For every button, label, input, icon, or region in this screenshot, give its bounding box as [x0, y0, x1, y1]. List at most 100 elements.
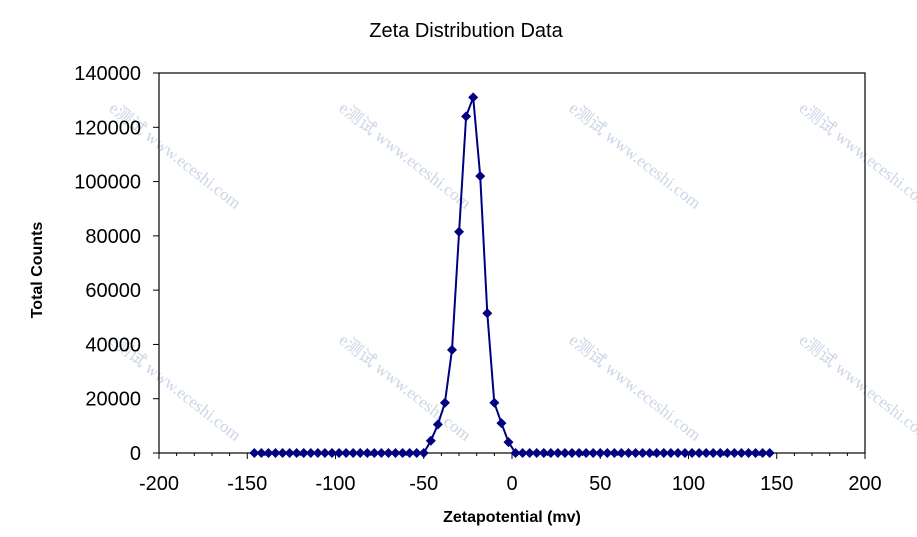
data-point: [432, 419, 443, 430]
y-tick-label: 60000: [85, 280, 141, 302]
data-point: [446, 344, 457, 355]
data-point: [602, 448, 613, 458]
data-point: [552, 448, 563, 458]
data-point: [531, 448, 542, 458]
data-point: [545, 448, 556, 458]
y-axis: 0 20000 40000 60000 80000 100000 120000 140000: [74, 63, 159, 465]
data-point: [524, 448, 535, 458]
x-tick-label: -100: [315, 473, 355, 495]
x-axis: -200 -150 -100 -50 0 50 100 150 200: [139, 453, 882, 495]
data-point: [764, 448, 775, 458]
y-axis-title: Total Counts: [29, 222, 46, 319]
x-tick-label: 0: [506, 473, 517, 495]
data-point: [439, 397, 450, 408]
data-point: [362, 448, 373, 458]
watermark-text: e测试 www.eceshi.com: [796, 330, 917, 445]
data-point: [383, 448, 394, 458]
data-point: [665, 448, 676, 458]
data-point: [623, 448, 634, 458]
series-line: [254, 97, 770, 454]
data-point: [277, 448, 288, 458]
data-point: [397, 448, 408, 458]
data-point: [468, 92, 479, 103]
x-axis-title: Zetapotential (mv): [443, 509, 581, 526]
data-point: [312, 448, 323, 458]
watermark-text: e测试 www.eceshi.com: [106, 98, 245, 213]
data-point: [496, 418, 507, 429]
data-point: [348, 448, 359, 458]
data-point: [595, 448, 606, 458]
data-point: [715, 448, 726, 458]
chart-title: Zeta Distribution Data: [369, 20, 563, 42]
data-point: [256, 448, 267, 458]
data-point: [425, 435, 436, 446]
data-point: [679, 448, 690, 458]
data-point: [319, 448, 330, 458]
data-point: [567, 448, 578, 458]
data-point: [270, 448, 281, 458]
data-point: [461, 111, 472, 122]
data-point: [454, 226, 465, 237]
data-point: [298, 448, 309, 458]
y-tick-label: 20000: [85, 389, 141, 411]
data-markers: [249, 92, 775, 458]
y-tick-label: 140000: [74, 63, 141, 85]
data-point: [757, 448, 768, 458]
data-point: [263, 448, 274, 458]
y-tick-label: 40000: [85, 334, 141, 356]
data-point: [418, 448, 429, 458]
data-point: [694, 448, 705, 458]
watermark-text: e测试 www.eceshi.com: [336, 98, 475, 213]
data-point: [411, 448, 422, 458]
data-point: [404, 448, 415, 458]
data-point: [503, 437, 514, 448]
data-point: [609, 448, 620, 458]
watermark-text: e测试 www.eceshi.com: [796, 98, 917, 213]
data-point: [637, 448, 648, 458]
y-tick-label: 120000: [74, 117, 141, 139]
data-point: [616, 448, 627, 458]
watermark-text: e测试 www.eceshi.com: [566, 98, 705, 213]
x-tick-label: -150: [227, 473, 267, 495]
data-point: [736, 448, 747, 458]
data-point: [334, 448, 345, 458]
y-tick-label: 80000: [85, 226, 141, 248]
data-point: [538, 448, 549, 458]
plot-area: [158, 72, 866, 454]
data-point: [581, 448, 592, 458]
data-point: [651, 448, 662, 458]
data-point: [291, 448, 302, 458]
data-point: [658, 448, 669, 458]
data-point: [305, 448, 316, 458]
watermark-text: e测试 www.eceshi.com: [566, 330, 705, 445]
watermark-layer: e测试 www.eceshi.com e测试 www.eceshi.com e测试 …: [106, 98, 917, 445]
data-point: [355, 448, 366, 458]
data-point: [326, 448, 337, 458]
x-tick-label: 100: [672, 473, 705, 495]
data-point: [750, 448, 761, 458]
x-tick-label: 200: [848, 473, 881, 495]
data-point: [482, 308, 493, 319]
data-point: [687, 448, 698, 458]
x-tick-label: -200: [139, 473, 179, 495]
data-point: [708, 448, 719, 458]
data-point: [369, 448, 380, 458]
data-point: [574, 448, 585, 458]
data-point: [722, 448, 733, 458]
data-point: [475, 171, 486, 182]
data-point: [341, 448, 352, 458]
y-tick-label: 100000: [74, 172, 141, 194]
data-point: [672, 448, 683, 458]
x-tick-label: -50: [409, 473, 438, 495]
data-point: [644, 448, 655, 458]
data-point: [588, 448, 599, 458]
data-point: [559, 448, 570, 458]
data-point: [510, 448, 521, 458]
data-point: [630, 448, 641, 458]
data-point: [284, 448, 295, 458]
x-tick-label: 50: [589, 473, 611, 495]
y-tick-label: 0: [130, 443, 141, 465]
data-point: [390, 448, 401, 458]
